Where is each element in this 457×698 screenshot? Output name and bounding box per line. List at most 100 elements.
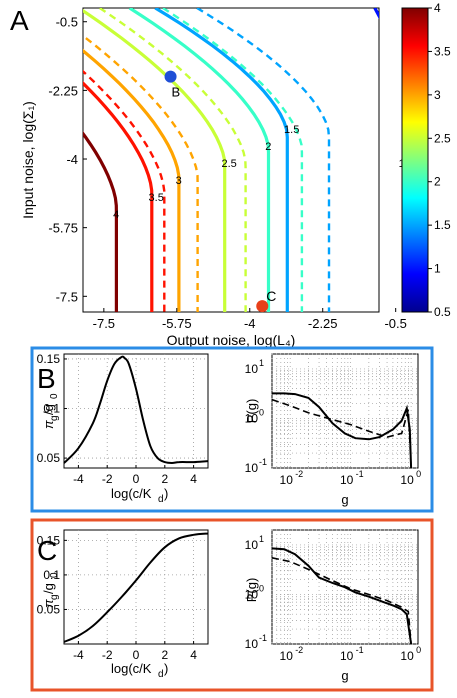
- svg-text:log(c/K: log(c/K: [111, 661, 152, 676]
- svg-text:0: 0: [49, 572, 60, 578]
- panel-letter-c: C: [37, 535, 57, 566]
- colorbar-tick-label-2: 2: [434, 175, 441, 189]
- y-tick-label: 10: [245, 587, 259, 601]
- x-tick-label-0: 0: [133, 472, 140, 486]
- contour-label-3.5: 3.5: [149, 192, 164, 204]
- contour-label-1.5: 1.5: [284, 124, 299, 136]
- svg-text:d: d: [158, 669, 164, 680]
- contour-3.5-dashed: [83, 69, 166, 312]
- contour-label-2.5: 2.5: [221, 158, 236, 170]
- y-tick-exponent: 1: [259, 534, 264, 544]
- colorbar-tick-label-3: 3: [434, 88, 441, 102]
- panel-c-left-y-label: π g /g 0: [41, 572, 60, 608]
- contour-2-dashed: [162, 8, 304, 312]
- y-tick-label-0.15: 0.15: [37, 533, 61, 547]
- y-tick-label: 10: [245, 538, 259, 552]
- x-tick-label: 10: [280, 473, 294, 487]
- y-tick-label--0.5: -0.5: [56, 15, 78, 30]
- svg-text:log(c/K: log(c/K: [111, 486, 152, 501]
- panel-c-right-grid: [271, 529, 418, 645]
- contour-label-3: 3: [176, 175, 182, 187]
- contour-3-dashed: [83, 34, 199, 312]
- panel-a: A 11.522.533.54 B C -7.5-5.75-4-2.25-0.5…: [10, 1, 451, 348]
- panel-c-frame: [30, 518, 434, 692]
- y-tick-label--5.75: -5.75: [48, 221, 78, 236]
- contour-3.5-solid: [83, 81, 154, 312]
- x-tick-label: 10: [280, 649, 294, 663]
- y-tick-label: 10: [245, 411, 259, 425]
- point-c-marker: [256, 300, 269, 313]
- x-tick-label: 10: [400, 473, 414, 487]
- x-tick-label: 10: [340, 649, 354, 663]
- panel-c-right-solid-curve: [271, 547, 413, 645]
- x-tick-exponent: -1: [356, 645, 364, 655]
- panel-b-left-x-ticks: -4 -2 0 2 4: [73, 465, 197, 486]
- y-tick-label-0.1: 0.1: [43, 568, 60, 582]
- panel-b-right-grid: [271, 353, 418, 469]
- contour-label-4: 4: [113, 209, 119, 221]
- colorbar-tick-label-1.5: 1.5: [434, 218, 451, 232]
- y-tick-exponent: 0: [259, 583, 264, 593]
- x-tick-label--7.5: -7.5: [93, 316, 115, 331]
- x-tick-label--4: -4: [73, 648, 84, 662]
- x-tick-label--2.25: -2.25: [308, 316, 338, 331]
- x-tick-exponent: -1: [356, 469, 364, 479]
- panel-a-x-label: Output noise, log(L₄): [167, 332, 296, 348]
- x-tick-label: 10: [340, 473, 354, 487]
- panel-c-right-x-ticks: 10 -2 10 -1 10 0: [280, 645, 422, 663]
- x-tick-label--2: -2: [102, 648, 113, 662]
- panel-c-left-x-ticks: -4 -2 0 2 4: [73, 641, 197, 662]
- y-tick-label--4: -4: [66, 152, 78, 167]
- colorbar-tick-label-4: 4: [434, 1, 441, 15]
- panel-c-left-y-ticks: 0.05 0.1 0.15: [37, 533, 67, 616]
- y-tick-label: 10: [245, 461, 259, 475]
- y-tick-label-0.05: 0.05: [37, 602, 61, 616]
- x-tick-label-4: 4: [190, 648, 197, 662]
- panel-b-left-curve: [63, 355, 209, 465]
- x-tick-label-2: 2: [161, 648, 168, 662]
- svg-text:0: 0: [49, 393, 60, 399]
- panel-letter-b: B: [37, 363, 56, 394]
- contour-2.5-dashed: [99, 8, 247, 312]
- panel-a-y-ticks: -0.5 -2.25 -4 -5.75 -7.5: [48, 15, 87, 304]
- svg-text:): ): [164, 486, 168, 501]
- panel-b-right-dashed-curve: [271, 398, 412, 469]
- svg-text:d: d: [158, 494, 164, 505]
- colorbar-tick-label-1: 1: [434, 262, 441, 276]
- contour-2-solid: [128, 8, 271, 312]
- x-tick-label--2: -2: [102, 472, 113, 486]
- x-tick-exponent: -2: [295, 469, 303, 479]
- svg-text:π: π: [41, 420, 56, 429]
- svg-text:π: π: [41, 599, 56, 608]
- panel-c-left-grid: [64, 530, 208, 644]
- contour-1.5-solid: [154, 8, 289, 312]
- y-tick-label: 10: [245, 637, 259, 651]
- y-tick-label--2.25: -2.25: [48, 83, 78, 98]
- y-tick-label: 10: [245, 362, 259, 376]
- contour-3-solid: [83, 48, 181, 312]
- x-tick-label--0.5: -0.5: [384, 316, 406, 331]
- point-b-marker: [164, 70, 177, 83]
- x-tick-label-2: 2: [161, 472, 168, 486]
- colorbar-tick-label-3.5: 3.5: [434, 44, 451, 58]
- panel-c-left-x-label: log(c/K d ): [111, 661, 168, 680]
- x-tick-label: 10: [400, 649, 414, 663]
- x-tick-label--4: -4: [244, 316, 256, 331]
- y-tick-label-0.15: 0.15: [37, 352, 61, 366]
- point-c-label: C: [266, 288, 276, 304]
- panel-b-left-grid: [64, 354, 208, 468]
- svg-text:g: g: [49, 415, 60, 421]
- x-tick-label-4: 4: [190, 472, 197, 486]
- contour-2.5-solid: [83, 8, 227, 312]
- panel-b-right-y-label: P(g): [244, 399, 259, 424]
- y-tick-exponent: -1: [259, 633, 267, 643]
- x-tick-exponent: 0: [416, 645, 421, 655]
- colorbar: [401, 7, 429, 313]
- x-tick-label--5.75: -5.75: [162, 316, 192, 331]
- contour-lines: [83, 8, 379, 312]
- panel-c: C 0.05 0.1 0.15 -4 -2 0 2 4 π g /g 0 log(c/K d…: [30, 518, 434, 692]
- colorbar-ticks: 0.5 1 1.5 2 2.5 3 3.5 4: [428, 1, 451, 319]
